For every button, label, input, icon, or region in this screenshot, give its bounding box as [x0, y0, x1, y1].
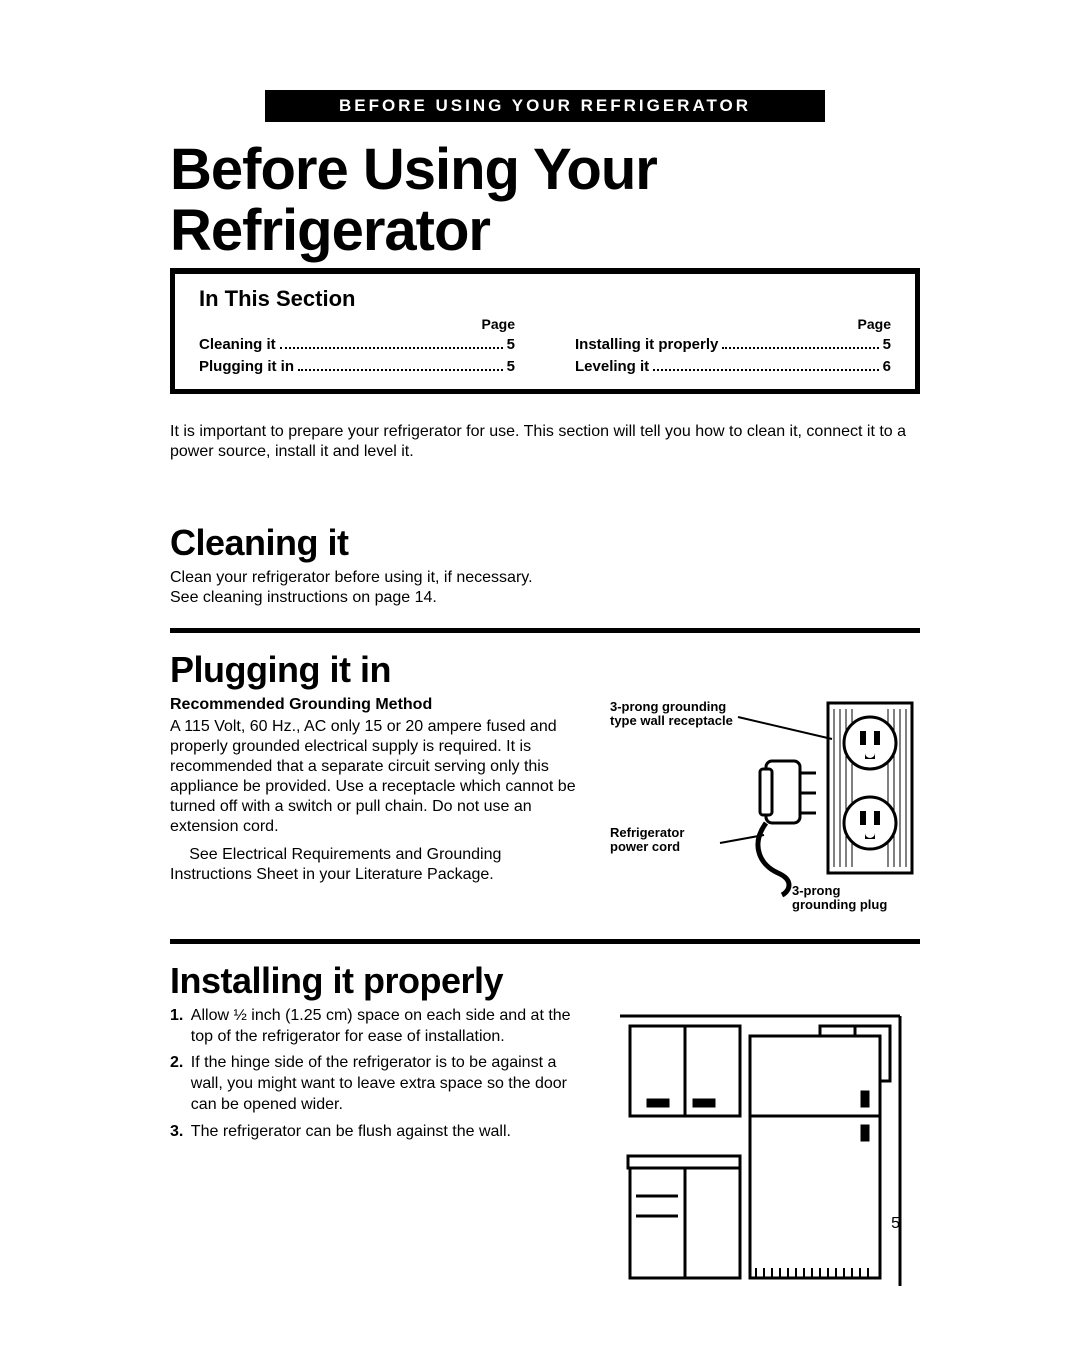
toc-page-header-right: Page: [575, 316, 891, 332]
plugging-p2: See Electrical Requirements and Groundin…: [170, 845, 580, 885]
plugging-text: Recommended Grounding Method A 115 Volt,…: [170, 695, 580, 893]
plugging-heading: Plugging it in: [170, 649, 920, 691]
toc-page: 5: [507, 336, 515, 353]
toc-col-left: Page Cleaning it 5 Plugging it in 5: [199, 316, 515, 375]
page-title-line2: Refrigerator: [170, 198, 490, 263]
toc-col-right: Page Installing it properly 5 Leveling i…: [575, 316, 891, 375]
toc-row: Plugging it in 5: [199, 357, 515, 375]
fig-label-plug-1: 3-prong: [792, 883, 840, 898]
fig-label-cord-2: power cord: [610, 839, 680, 854]
section-header-bar: BEFORE USING YOUR REFRIGERATOR: [265, 90, 825, 122]
installing-item: The refrigerator can be flush against th…: [170, 1122, 580, 1143]
outlet-plug-illustration: 3-prong grounding type wall receptacle R…: [610, 695, 920, 915]
fig-label-plug-2: grounding plug: [792, 897, 887, 912]
toc-label: Leveling it: [575, 358, 649, 375]
toc-dots: [298, 357, 503, 371]
toc-box: In This Section Page Cleaning it 5 Plugg…: [170, 274, 920, 394]
toc-row: Cleaning it 5: [199, 336, 515, 354]
fig-label-cord-1: Refrigerator: [610, 825, 684, 840]
fig-label-receptacle-1: 3-prong grounding: [610, 699, 726, 714]
toc-dots: [653, 357, 878, 371]
page-title-line1: Before Using Your: [170, 137, 657, 202]
installing-list: Allow ½ inch (1.25 cm) space on each sid…: [170, 1006, 580, 1143]
toc-heading: In This Section: [199, 286, 891, 312]
plugging-figure: 3-prong grounding type wall receptacle R…: [610, 695, 920, 915]
kitchen-install-illustration: [610, 1006, 910, 1296]
plugging-two-col: Recommended Grounding Method A 115 Volt,…: [170, 695, 920, 915]
toc-dots: [280, 336, 503, 350]
toc-page: 5: [507, 358, 515, 375]
plugging-p1: A 115 Volt, 60 Hz., AC only 15 or 20 amp…: [170, 717, 580, 837]
installing-two-col: Allow ½ inch (1.25 cm) space on each sid…: [170, 1006, 920, 1296]
toc-page: 6: [883, 358, 891, 375]
installing-text: Allow ½ inch (1.25 cm) space on each sid…: [170, 1006, 580, 1149]
page-title: Before Using Your Refrigerator: [170, 140, 920, 262]
cleaning-heading: Cleaning it: [170, 522, 560, 564]
installing-figure: [610, 1006, 920, 1296]
toc-page-header-left: Page: [199, 316, 515, 332]
plugging-subhead: Recommended Grounding Method: [170, 695, 580, 715]
cleaning-body: Clean your refrigerator before using it,…: [170, 568, 560, 608]
toc-label: Cleaning it: [199, 336, 276, 353]
installing-section: Installing it properly Allow ½ inch (1.2…: [170, 960, 920, 1296]
toc-row: Leveling it 6: [575, 357, 891, 375]
section-rule: [170, 939, 920, 944]
toc-page: 5: [883, 336, 891, 353]
toc-label: Plugging it in: [199, 358, 294, 375]
toc-label: Installing it properly: [575, 336, 718, 353]
installing-heading: Installing it properly: [170, 960, 920, 1002]
toc-columns: Page Cleaning it 5 Plugging it in 5 Page…: [199, 316, 891, 375]
toc-row: Installing it properly 5: [575, 336, 891, 354]
fig-label-receptacle-2: type wall receptacle: [610, 713, 733, 728]
toc-dots: [722, 336, 878, 350]
section-rule: [170, 628, 920, 633]
installing-item: Allow ½ inch (1.25 cm) space on each sid…: [170, 1006, 580, 1048]
cleaning-section: Cleaning it Clean your refrigerator befo…: [170, 522, 560, 608]
plugging-section: Plugging it in Recommended Grounding Met…: [170, 649, 920, 915]
installing-item: If the hinge side of the refrigerator is…: [170, 1053, 580, 1115]
page-number: 5: [891, 1215, 900, 1233]
intro-text: It is important to prepare your refriger…: [170, 422, 920, 462]
